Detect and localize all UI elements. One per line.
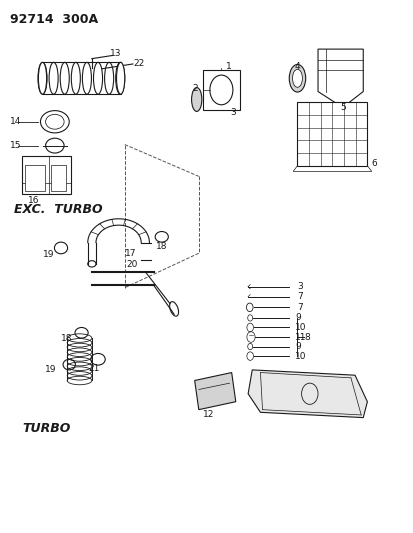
Text: 8: 8	[304, 333, 310, 342]
Text: 9: 9	[295, 313, 300, 322]
Ellipse shape	[88, 261, 96, 267]
Ellipse shape	[289, 64, 305, 92]
Text: 9: 9	[295, 342, 300, 351]
FancyBboxPatch shape	[51, 165, 66, 191]
Ellipse shape	[116, 62, 124, 94]
FancyBboxPatch shape	[22, 156, 71, 194]
Text: 21: 21	[88, 364, 100, 373]
Polygon shape	[317, 49, 362, 108]
FancyBboxPatch shape	[25, 165, 45, 191]
Text: 18: 18	[156, 242, 167, 251]
Ellipse shape	[292, 69, 301, 87]
Text: 4: 4	[294, 62, 299, 70]
Text: 92714  300A: 92714 300A	[9, 13, 97, 27]
Text: 14: 14	[9, 117, 21, 126]
Text: 12: 12	[203, 410, 214, 419]
Text: 13: 13	[110, 49, 121, 58]
Ellipse shape	[169, 302, 178, 316]
Text: 17: 17	[124, 249, 136, 259]
Text: 7: 7	[297, 292, 302, 301]
Text: 19: 19	[43, 250, 54, 259]
Ellipse shape	[191, 87, 202, 111]
FancyBboxPatch shape	[297, 102, 366, 166]
Text: EXC.  TURBO: EXC. TURBO	[14, 203, 102, 216]
Text: 20: 20	[126, 261, 138, 269]
Text: 19: 19	[45, 366, 56, 374]
Ellipse shape	[38, 62, 47, 94]
Text: TURBO: TURBO	[22, 422, 70, 435]
Text: 18: 18	[61, 334, 72, 343]
Text: 3: 3	[297, 282, 302, 291]
FancyBboxPatch shape	[202, 70, 239, 110]
Text: 5: 5	[339, 103, 345, 112]
Text: 3: 3	[230, 108, 236, 117]
Text: 16: 16	[28, 196, 40, 205]
Text: 6: 6	[370, 159, 376, 167]
Text: 11: 11	[295, 333, 306, 342]
Text: 15: 15	[9, 141, 21, 150]
Text: 10: 10	[295, 323, 306, 332]
Text: 2: 2	[192, 84, 198, 93]
Text: 7: 7	[297, 303, 302, 312]
Polygon shape	[194, 373, 235, 410]
Polygon shape	[247, 370, 366, 418]
Text: 10: 10	[295, 352, 306, 361]
Text: 1: 1	[225, 62, 231, 70]
Text: 22: 22	[133, 60, 144, 68]
